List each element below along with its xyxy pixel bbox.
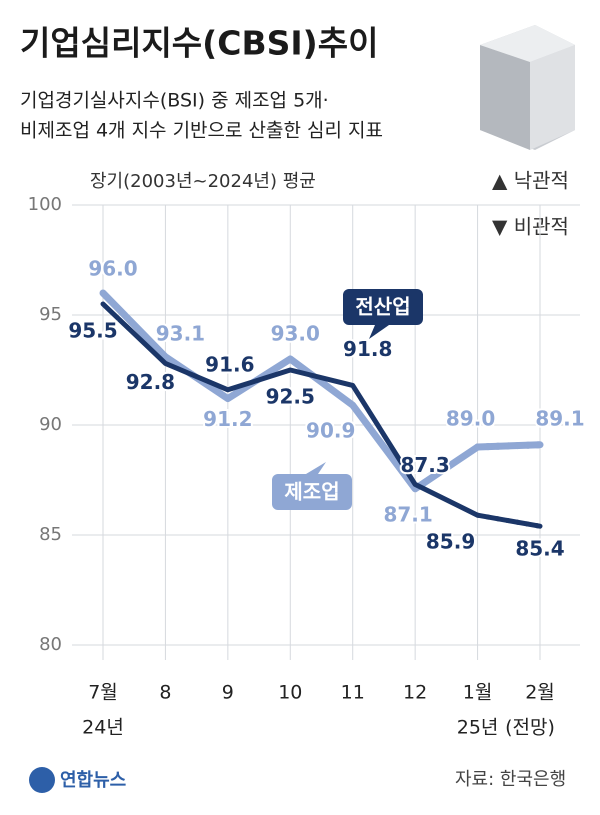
logo: 연합뉴스 [29,767,126,793]
series-line [100,301,543,529]
annotation: ▼ 비관적 [492,215,569,239]
x-tick-label: 11 [341,682,365,704]
legend-pointer [369,325,389,339]
value-label: 87.1 [383,502,432,526]
y-tick-label: 90 [39,414,62,435]
value-label: 89.1 [535,406,584,430]
x-tick-sublabel: 24년 [82,717,124,739]
x-tick-label: 8 [159,682,171,704]
forecast-line [474,441,544,451]
legend-label: 전산업 [355,295,410,319]
building-icon [480,25,575,150]
subtitle: 비제조업 4개 지수 기반으로 산출한 심리 지표 [20,120,383,142]
legend-pointer [306,462,326,474]
source: 자료: 한국은행 [455,769,566,790]
x-tick-label: 12 [403,682,427,704]
value-label: 92.8 [126,370,175,394]
forecast-line [475,512,543,529]
y-tick-label: 95 [39,304,62,325]
value-label: 93.1 [156,321,205,345]
chart-title: 기업심리지수(CBSI)추이 [20,24,378,63]
value-label: 92.5 [266,385,315,409]
value-label: 89.0 [446,407,495,431]
value-label: 95.5 [68,319,117,343]
x-tick-label: 1월 [463,682,493,704]
value-label: 85.4 [515,537,564,561]
x-tick-sublabel: 25년 [457,717,499,739]
value-label: 85.9 [426,530,475,554]
legend-box [343,289,423,325]
series-line [99,289,544,493]
logo-text: 연합뉴스 [60,769,126,791]
legend-box [272,474,352,510]
value-label: 91.2 [203,407,252,431]
value-label: 91.6 [205,352,254,376]
reference-label: 장기(2003년~2024년) 평균 [90,171,316,192]
value-label: 87.3 [400,453,449,477]
x-tick-sublabel: (전망) [505,717,555,739]
subtitle: 기업경기실사지수(BSI) 중 제조업 5개· [20,90,329,112]
x-tick-label: 2월 [525,682,555,704]
value-label: 93.0 [271,322,320,346]
x-tick-label: 9 [222,682,234,704]
value-label: 90.9 [306,419,355,443]
value-label: 96.0 [88,257,137,281]
y-tick-label: 100 [28,194,62,215]
y-tick-label: 80 [39,634,62,655]
value-label: 91.8 [343,337,392,361]
y-tick-label: 85 [39,524,62,545]
legend-label: 제조업 [284,480,339,504]
x-tick-label: 10 [278,682,302,704]
annotation: ▲ 낙관적 [492,169,569,193]
x-tick-label: 7월 [88,682,118,704]
